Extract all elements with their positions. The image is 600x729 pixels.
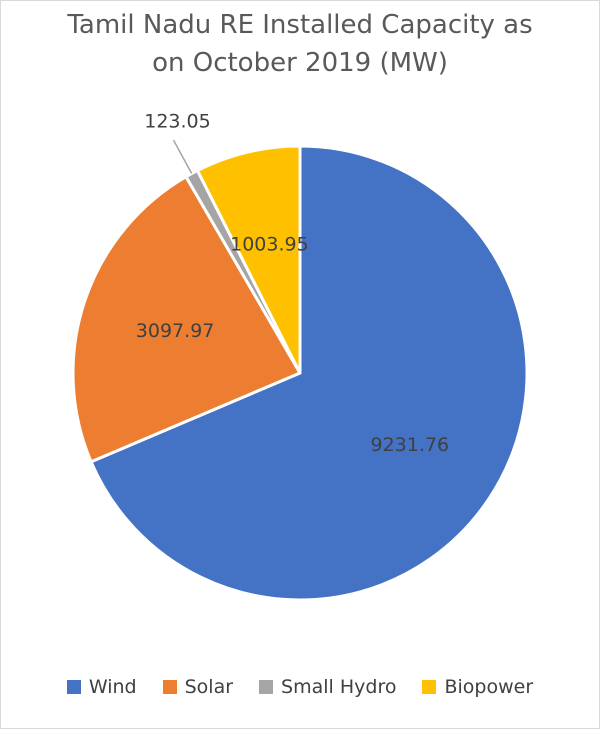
- legend-label-solar: Solar: [184, 676, 234, 698]
- legend-item-biopower: Biopower: [422, 676, 533, 698]
- leader-line-small-hydro: [172, 139, 193, 174]
- legend-swatch-solar: [162, 680, 177, 694]
- pie-slice-wind: [89, 144, 529, 602]
- data-label-solar: 3097.97: [136, 320, 215, 342]
- legend-item-solar: Solar: [162, 676, 234, 698]
- legend-label-wind: Wind: [88, 676, 137, 698]
- chart-title-line-2: on October 2019 (MW): [152, 48, 448, 78]
- legend-item-wind: Wind: [66, 676, 137, 698]
- chart-legend: Wind Solar Small Hydro Biopower: [0, 672, 600, 702]
- data-label-wind: 9231.76: [371, 434, 450, 456]
- data-label-biopower: 1003.95: [230, 233, 309, 255]
- legend-label-small-hydro: Small Hydro: [281, 676, 397, 698]
- legend-swatch-small-hydro: [259, 680, 274, 694]
- legend-swatch-wind: [66, 680, 81, 694]
- data-label-small-hydro: 123.05: [144, 111, 210, 133]
- legend-item-small-hydro: Small Hydro: [259, 676, 396, 698]
- chart-title-line-1: Tamil Nadu RE Installed Capacity as: [67, 10, 533, 40]
- pie-slice-solar: [71, 175, 302, 464]
- chart-title: Tamil Nadu RE Installed Capacity as on O…: [0, 6, 600, 82]
- pie-slice-biopower: [195, 144, 302, 375]
- legend-label-biopower: Biopower: [444, 676, 534, 698]
- legend-swatch-biopower: [422, 680, 437, 694]
